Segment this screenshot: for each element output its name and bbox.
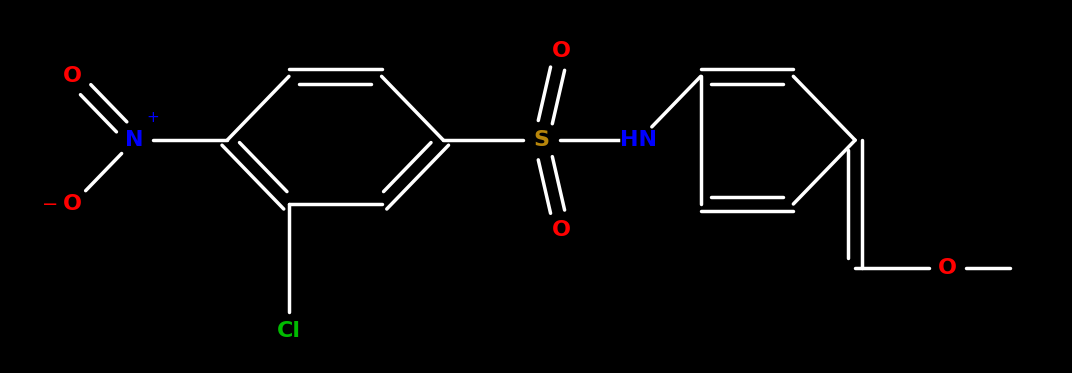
Text: O: O [551,218,572,242]
Text: O: O [551,39,572,63]
Text: O: O [63,66,83,87]
Text: O: O [937,256,958,280]
Text: N: N [125,130,144,150]
Text: O: O [62,65,84,88]
Text: HN: HN [619,128,660,152]
Text: O: O [552,220,571,240]
Text: −: − [42,194,58,213]
Text: S: S [533,130,549,150]
Text: HN: HN [621,130,657,150]
Text: O: O [938,258,957,278]
Text: S: S [532,128,550,152]
Text: +: + [147,110,160,125]
Text: O: O [552,41,571,61]
Text: Cl: Cl [277,321,301,341]
Text: N: N [124,128,145,152]
Text: O: O [62,192,84,216]
Text: O: O [63,194,83,214]
Text: Cl: Cl [276,319,302,343]
